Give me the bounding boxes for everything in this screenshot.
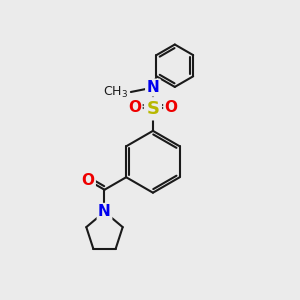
Text: O: O: [165, 100, 178, 115]
Text: O: O: [81, 173, 94, 188]
Text: S: S: [146, 100, 159, 118]
Text: O: O: [128, 100, 141, 115]
Text: N: N: [98, 204, 111, 219]
Text: CH$_3$: CH$_3$: [103, 84, 128, 100]
Text: N: N: [147, 80, 159, 95]
